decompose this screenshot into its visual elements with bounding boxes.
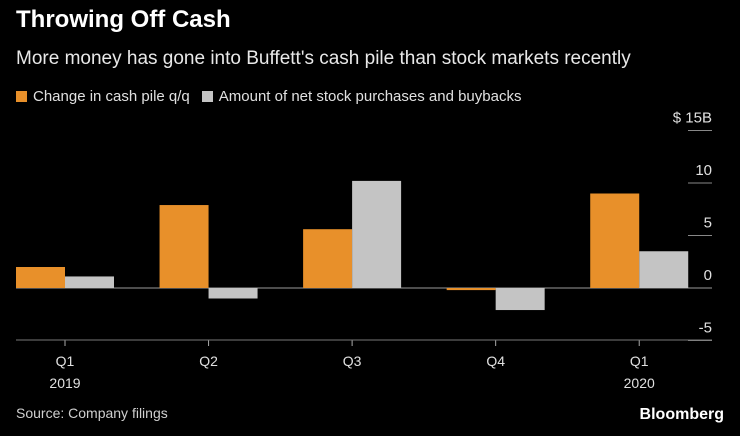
x-tick-label: Q1 xyxy=(56,353,75,369)
bar-stock-purchases xyxy=(352,180,402,288)
bar-cash-change xyxy=(16,267,65,288)
bar-stock-purchases xyxy=(65,276,114,288)
bar-stock-purchases xyxy=(639,251,689,288)
legend-swatch-cash xyxy=(16,91,27,102)
bar-cash-change xyxy=(590,193,640,288)
legend: Change in cash pile q/q Amount of net st… xyxy=(16,88,533,105)
chart-title: Throwing Off Cash xyxy=(16,6,231,33)
legend-swatch-stock xyxy=(201,91,213,102)
legend-item-stock: Amount of net stock purchases and buybac… xyxy=(201,88,522,105)
x-tick-label: Q3 xyxy=(343,353,362,369)
y-tick-label: -5 xyxy=(699,320,712,337)
x-tick-label: Q1 xyxy=(630,353,649,369)
y-tick-label: $ 15B xyxy=(673,110,712,127)
bloomberg-logo: Bloomberg xyxy=(639,406,724,423)
bar-cash-change xyxy=(159,205,209,288)
x-tick-label: Q2 xyxy=(199,353,218,369)
source-note: Source: Company filings xyxy=(16,405,168,421)
bar-stock-purchases xyxy=(495,288,545,311)
chart-subtitle: More money has gone into Buffett's cash … xyxy=(16,48,631,69)
legend-label-stock: Amount of net stock purchases and buybac… xyxy=(218,88,522,105)
legend-label-cash: Change in cash pile q/q xyxy=(33,88,190,105)
bar-cash-change xyxy=(446,288,496,291)
legend-item-cash: Change in cash pile q/q xyxy=(16,88,190,105)
y-tick-label: 10 xyxy=(695,162,712,179)
x-tick-label: Q4 xyxy=(486,353,505,369)
x-year-label: 2020 xyxy=(624,375,655,391)
bar-cash-change xyxy=(303,229,353,288)
bar-stock-purchases xyxy=(208,288,258,299)
x-year-label: 2019 xyxy=(49,375,80,391)
y-tick-label: 0 xyxy=(704,267,712,284)
y-tick-label: 5 xyxy=(704,215,712,232)
